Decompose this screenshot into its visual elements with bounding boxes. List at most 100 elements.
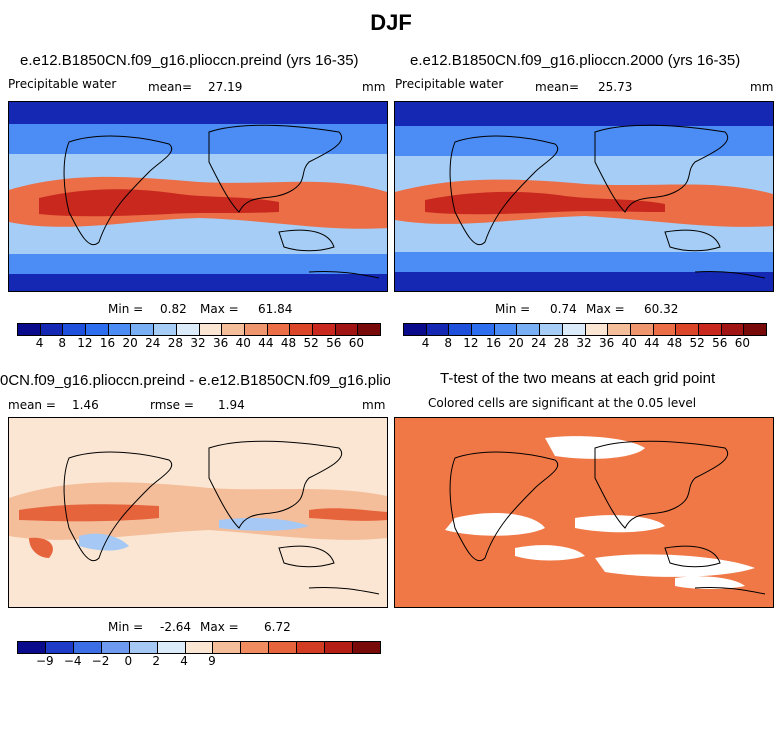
colorbar-tick-label: 0	[124, 654, 133, 668]
panel-2000-max-value: 60.32	[644, 302, 679, 316]
map-ttest-svg	[395, 418, 773, 607]
colorbar-tick-label: 12	[77, 336, 93, 350]
panel-diff-title: 0CN.f09_g16.plioccn.preind - e.e12.B1850…	[0, 372, 390, 389]
colorbar-swatch	[244, 324, 268, 335]
colorbar-swatch	[222, 324, 245, 335]
colorbar-swatch	[101, 642, 130, 653]
colorbar-tick-label: 44	[644, 336, 660, 350]
panel-preind-min-value: 0.82	[160, 302, 187, 316]
panel-diff-max-value: 6.72	[264, 620, 291, 634]
colorbar-swatch	[653, 324, 677, 335]
colorbar-tick-label: 28	[553, 336, 570, 350]
panel-2000-mean-label: mean=	[535, 80, 580, 94]
panel-diff-min-label: Min =	[108, 620, 144, 634]
colorbar-tick-label: 52	[303, 336, 319, 350]
colorbar-tick-label: 20	[122, 336, 138, 350]
colorbar-swatch	[154, 324, 177, 335]
colorbar-swatch	[213, 642, 242, 653]
colorbar-swatch	[297, 642, 326, 653]
colorbar-swatch	[185, 642, 214, 653]
map-preind-svg	[9, 102, 387, 291]
panel-preind-units: mm	[362, 80, 386, 94]
colorbar-swatch	[472, 324, 495, 335]
colorbar-swatch	[494, 324, 518, 335]
colorbar-tick-label: 44	[258, 336, 274, 350]
colorbar-swatch	[312, 324, 336, 335]
panel-2000-variable: Precipitable water	[395, 77, 504, 91]
colorbar-swatch	[325, 642, 354, 653]
colorbar-swatch	[241, 642, 270, 653]
panel-preind-max-value: 61.84	[258, 302, 293, 316]
colorbar-swatch	[608, 324, 631, 335]
panel-preind-min-label: Min =	[108, 302, 144, 316]
colorbar-tick-label: −9	[35, 654, 54, 668]
colorbar-tick-label: 24	[145, 336, 161, 350]
colorbar-tick-label: 4	[180, 654, 188, 668]
map-2000	[394, 101, 774, 292]
colorbar-tick-label: 4	[421, 336, 430, 350]
panel-2000-min-label: Min =	[495, 302, 531, 316]
panel-2000-mean-value: 25.73	[598, 80, 633, 94]
colorbar-swatch	[290, 324, 313, 335]
figure-title: DJF	[370, 10, 412, 35]
colorbar-swatch	[517, 324, 541, 335]
colorbar-tick-label: 40	[235, 336, 251, 350]
colorbar-tick-label: −4	[63, 654, 82, 668]
colorbar-tick-label: 48	[280, 336, 297, 350]
colorbar-tick-label: 52	[689, 336, 705, 350]
colorbar-swatch	[108, 324, 132, 335]
colorbar-swatch	[131, 324, 155, 335]
colorbar-swatch	[721, 324, 745, 335]
panel-diff-mean-value: 1.46	[72, 398, 99, 412]
panel-diff-mean-label: mean =	[8, 398, 56, 412]
panel-diff-rmse-label: rmse =	[150, 398, 194, 412]
colorbar-tick-label: 48	[666, 336, 683, 350]
colorbar-tick-label: −2	[91, 654, 110, 668]
colorbar-swatch	[18, 324, 41, 335]
colorbar-tick-label: 8	[58, 336, 67, 350]
panel-diff-units: mm	[362, 398, 386, 412]
colorbar-swatch	[358, 324, 380, 335]
panel-diff-min-value: -2.64	[160, 620, 192, 634]
panel-diff-rmse-value: 1.94	[218, 398, 245, 412]
colorbar-swatch	[45, 642, 74, 653]
colorbar-swatch	[676, 324, 699, 335]
colorbar-swatch	[540, 324, 563, 335]
colorbar-tick-label: 24	[531, 336, 547, 350]
colorbar-tick-label: 56	[712, 336, 728, 350]
colorbar-tick-label: 12	[463, 336, 479, 350]
panel-preind-title: e.e12.B1850CN.f09_g16.plioccn.preind (yr…	[20, 52, 359, 69]
colorbar-tick-label: 32	[190, 336, 206, 350]
map-ttest	[394, 417, 774, 608]
colorbar-swatch	[63, 324, 87, 335]
panel-ttest-title: T-test of the two means at each grid poi…	[440, 370, 716, 387]
colorbar-swatch	[86, 324, 109, 335]
colorbar-tick-label: 2	[152, 654, 161, 668]
panel-2000-min-value: 0.74	[550, 302, 577, 316]
colorbar-swatch	[562, 324, 586, 335]
panel-2000-title: e.e12.B1850CN.f09_g16.plioccn.2000 (yrs …	[410, 52, 741, 69]
colorbar-tick-label: 40	[621, 336, 637, 350]
colorbar-tick-label: 4	[35, 336, 44, 350]
colorbar-2000	[403, 323, 767, 336]
colorbar-swatch	[73, 642, 102, 653]
colorbar-tick-label: 36	[598, 336, 615, 350]
colorbar-swatch	[267, 324, 291, 335]
colorbar-swatch	[630, 324, 654, 335]
colorbar-swatch	[353, 642, 380, 653]
colorbar-swatch	[40, 324, 64, 335]
map-2000-svg	[395, 102, 773, 291]
map-diff	[8, 417, 388, 608]
panel-preind-mean-value: 27.19	[208, 80, 243, 94]
colorbar-tick-label: 20	[508, 336, 524, 350]
colorbar-swatch	[269, 642, 298, 653]
colorbar-tick-label: 8	[444, 336, 453, 350]
colorbar-swatch	[129, 642, 158, 653]
colorbar-tick-label: 36	[212, 336, 229, 350]
colorbar-tick-label: 32	[576, 336, 592, 350]
colorbar-tick-label: 16	[485, 336, 502, 350]
panel-2000-max-label: Max =	[586, 302, 625, 316]
colorbar-swatch	[698, 324, 722, 335]
colorbar-swatch	[585, 324, 609, 335]
colorbar-swatch	[176, 324, 200, 335]
